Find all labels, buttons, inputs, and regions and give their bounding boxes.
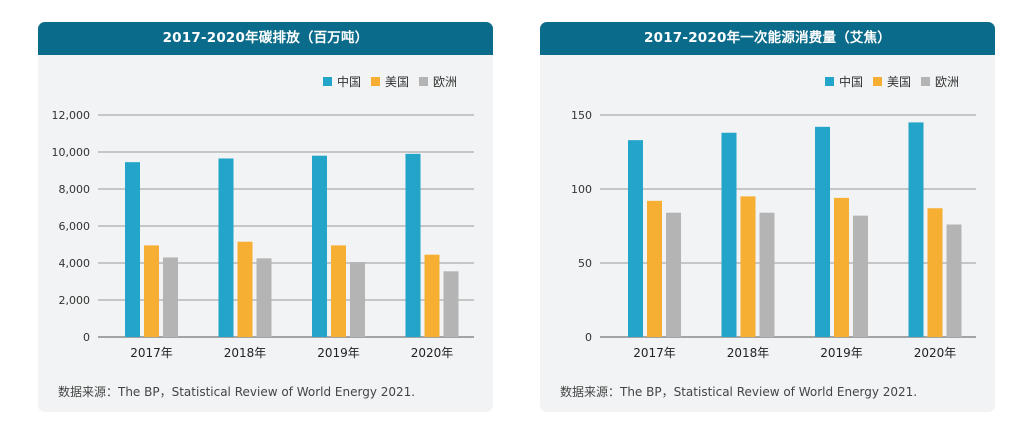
bar [721, 132, 737, 337]
chart-panel-carbon: 2017-2020年碳排放（百万吨） 中国 美国 欧洲 0 2,000 4,000 6,00… [38, 22, 493, 412]
bar [759, 212, 775, 337]
chart-panel-energy: 2017-2020年一次能源消费量（艾焦） 中国 美国 欧洲 0 50 100 150 201… [540, 22, 995, 412]
y-tick-label: 8,000 [59, 183, 91, 196]
bar [443, 271, 459, 337]
energy-chart: 中国 美国 欧洲 0 50 100 150 2017年 2018年 2019年 2020年 [571, 74, 976, 360]
x-tick-label: 2019年 [317, 346, 360, 360]
bar [834, 197, 849, 337]
legend-item: 欧洲 [419, 75, 457, 89]
bar [946, 224, 962, 337]
bar [125, 162, 140, 337]
legend-label: 中国 [337, 74, 361, 89]
x-tick-label: 2018年 [224, 346, 267, 360]
legend-label: 欧洲 [935, 75, 959, 89]
x-tick-label: 2017年 [130, 346, 173, 360]
legend-item: 欧洲 [921, 75, 959, 89]
bar [815, 126, 830, 337]
legend-swatch [873, 77, 882, 86]
legend-swatch [825, 77, 834, 86]
source-note: 数据来源：The BP，Statistical Review of World … [560, 385, 918, 399]
x-tick-label: 2019年 [820, 346, 863, 360]
bar [218, 158, 234, 337]
legend-swatch [921, 77, 930, 86]
legend-swatch [419, 77, 428, 86]
y-tick-label: 10,000 [52, 146, 91, 159]
x-tick-label: 2020年 [411, 346, 454, 360]
bar [628, 140, 643, 337]
y-tick-label: 12,000 [52, 109, 91, 122]
y-tick-label: 4,000 [59, 257, 91, 270]
bar [666, 212, 681, 337]
bar [331, 245, 346, 337]
source-note: 数据来源：The BP，Statistical Review of World … [58, 385, 416, 399]
legend-item: 中国 [825, 74, 863, 89]
legend-label: 美国 [385, 75, 409, 89]
legend-item: 美国 [371, 75, 409, 89]
bar [647, 200, 662, 337]
bar [163, 257, 178, 337]
legend-label: 美国 [887, 75, 911, 89]
y-tick-label: 2,000 [59, 294, 91, 307]
y-tick-label: 6,000 [59, 220, 91, 233]
y-tick-label: 0 [83, 331, 90, 344]
legend-swatch [371, 77, 380, 86]
bar [927, 208, 943, 337]
bar [237, 241, 253, 337]
bar [312, 155, 327, 337]
legend-label: 中国 [839, 74, 863, 89]
y-tick-label: 100 [571, 183, 592, 196]
legend-label: 欧洲 [433, 75, 457, 89]
bar [144, 245, 159, 337]
y-tick-label: 150 [571, 109, 592, 122]
bar [256, 258, 272, 337]
x-tick-label: 2017年 [633, 346, 676, 360]
bar [350, 262, 365, 337]
bar [908, 122, 924, 338]
y-tick-label: 0 [585, 331, 592, 344]
bar [424, 254, 440, 337]
legend-item: 中国 [323, 74, 361, 89]
carbon-chart: 中国 美国 欧洲 0 2,000 4,000 6,000 8,000 10,000 12,000 2… [52, 74, 474, 360]
bar [853, 215, 868, 337]
y-tick-label: 50 [578, 257, 592, 270]
legend-item: 美国 [873, 75, 911, 89]
chart-title: 2017-2020年碳排放（百万吨） [38, 22, 493, 55]
bar [740, 196, 756, 337]
x-tick-label: 2018年 [727, 346, 770, 360]
chart-title: 2017-2020年一次能源消费量（艾焦） [540, 22, 995, 55]
bar [405, 153, 421, 337]
x-tick-label: 2020年 [914, 346, 957, 360]
legend-swatch [323, 77, 332, 86]
